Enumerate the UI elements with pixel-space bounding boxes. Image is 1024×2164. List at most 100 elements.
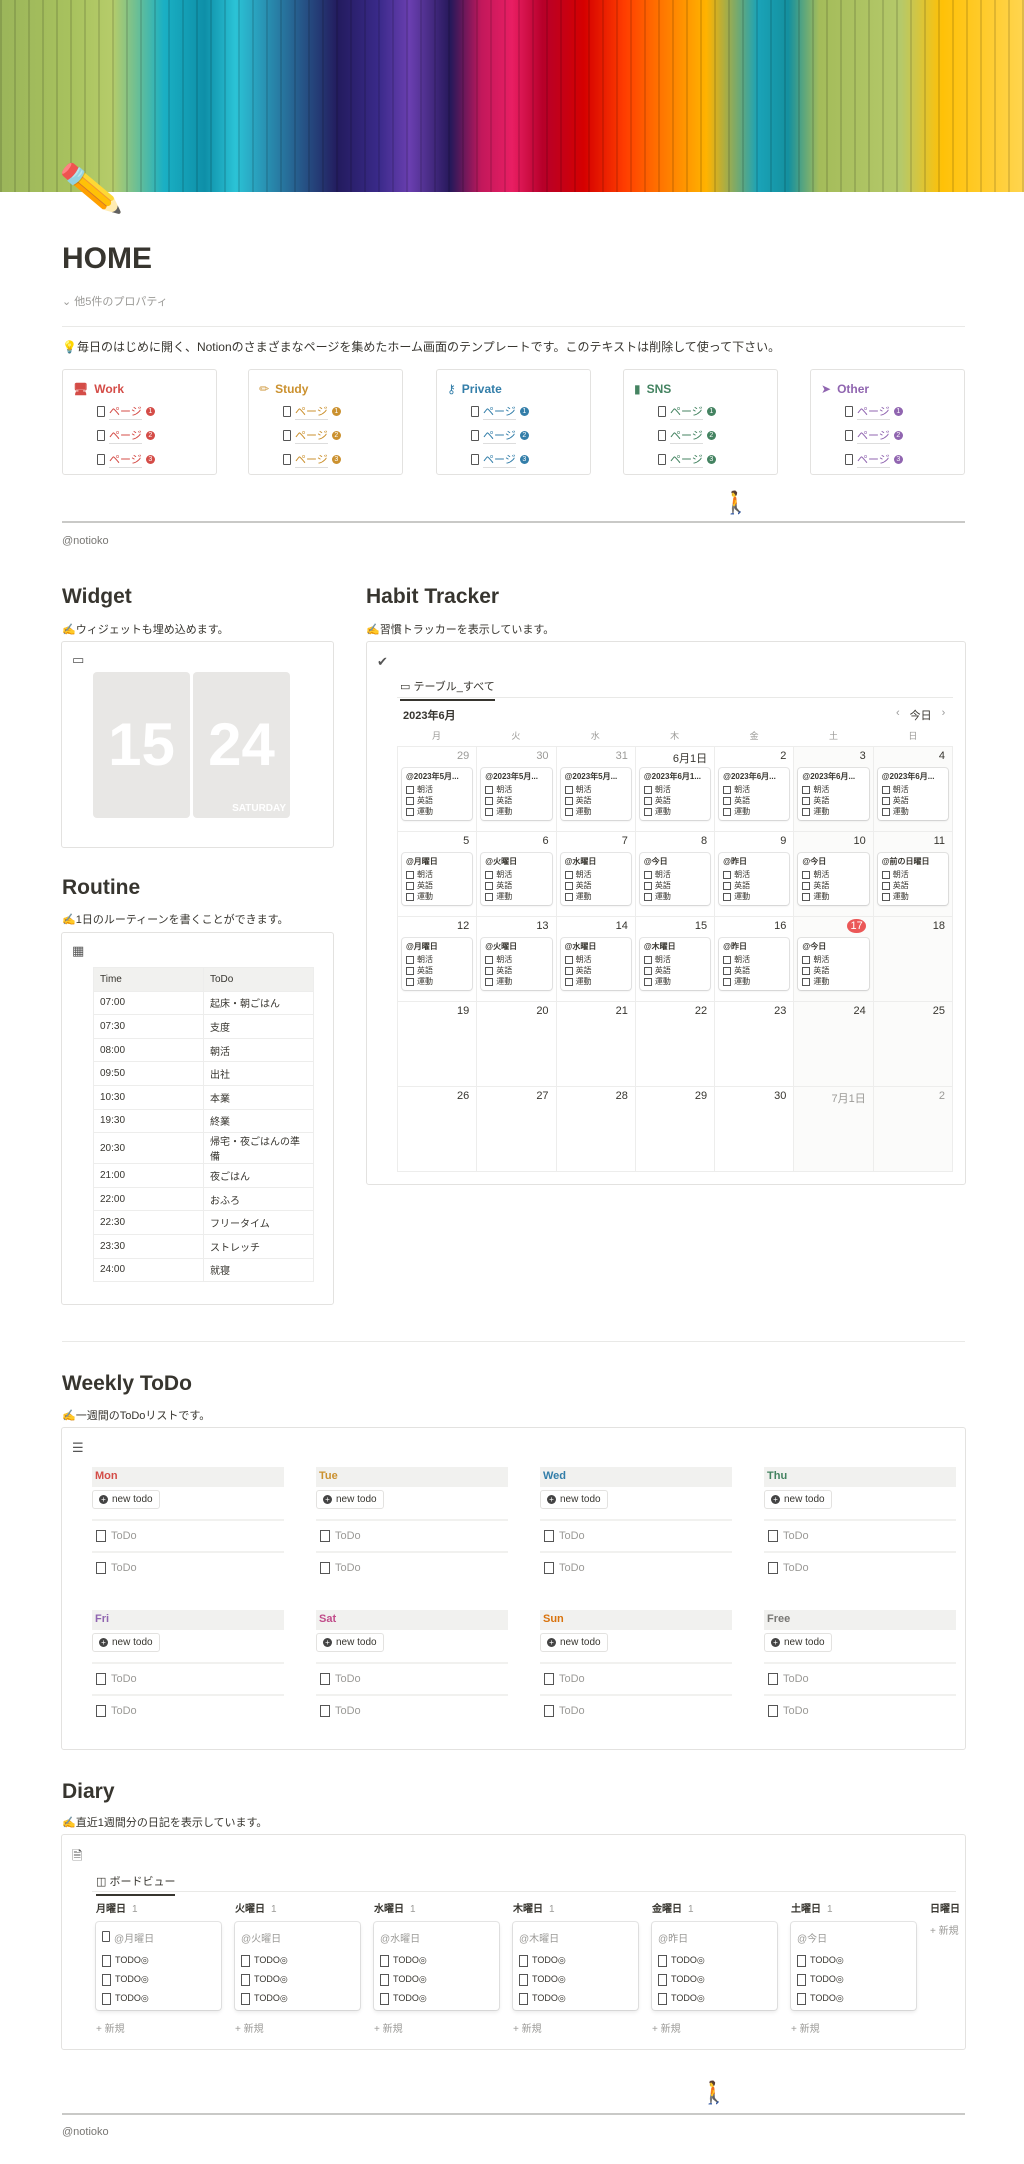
habit-checkbox[interactable] xyxy=(881,881,890,890)
habit-checkbox[interactable] xyxy=(485,796,494,805)
calendar-day[interactable]: 3 @2023年6月... 朝活 英語 運動 xyxy=(794,747,874,832)
habit-checkbox[interactable] xyxy=(723,870,732,879)
diary-card[interactable]: @木曜日 TODO◎ TODO◎ TODO◎ xyxy=(513,1922,638,2010)
calendar-day[interactable]: 28 xyxy=(556,1087,636,1172)
table-cell[interactable]: 21:00 xyxy=(93,1163,204,1188)
habit-checkbox[interactable] xyxy=(406,881,414,890)
calendar-day[interactable]: 19 xyxy=(398,1002,478,1087)
table-cell[interactable]: 22:30 xyxy=(93,1210,204,1235)
todo-checkbox[interactable] xyxy=(380,1973,389,1986)
page-link[interactable]: ページ 1 xyxy=(471,403,580,420)
calendar-day[interactable]: 9 @昨日 朝活 英語 運動 xyxy=(715,832,795,917)
habit-checkbox[interactable] xyxy=(406,870,414,879)
page-link[interactable]: ページ 3 xyxy=(471,451,580,468)
habit-checkbox[interactable] xyxy=(643,796,652,805)
todo-checkbox[interactable] xyxy=(380,1992,389,2005)
todo-item[interactable]: ToDo xyxy=(316,1551,508,1583)
habit-entry-card[interactable]: @今日 朝活 英語 運動 xyxy=(639,853,711,905)
habit-entry-card[interactable]: @木曜日 朝活 英語 運動 xyxy=(639,938,711,990)
calendar-day[interactable]: 31 @2023年5月... 朝活 英語 運動 xyxy=(556,747,636,832)
calendar-day[interactable]: 23 xyxy=(715,1002,795,1087)
add-new-button[interactable]: + 新規 xyxy=(96,2024,125,2035)
habit-checkbox[interactable] xyxy=(564,955,573,964)
habit-checkbox[interactable] xyxy=(643,785,652,794)
todo-checkbox[interactable] xyxy=(320,1705,330,1717)
calendar-day[interactable]: 27 xyxy=(477,1087,557,1172)
calendar-day[interactable]: 29 @2023年5月... 朝活 英語 運動 xyxy=(398,747,478,832)
page-link[interactable]: ページ 3 xyxy=(283,451,392,468)
habit-checkbox[interactable] xyxy=(723,796,732,805)
table-cell[interactable]: 起床・朝ごはん xyxy=(203,990,314,1016)
todo-checkbox[interactable] xyxy=(320,1673,330,1685)
calendar-day[interactable]: 18 xyxy=(873,917,953,1002)
calendar-day[interactable]: 11 @前の日曜日 朝活 英語 運動 xyxy=(873,832,953,917)
todo-checkbox[interactable] xyxy=(768,1673,778,1685)
habit-entry-card[interactable]: @2023年5月... 朝活 英語 運動 xyxy=(481,768,552,820)
habit-checkbox[interactable] xyxy=(802,892,811,901)
habit-checkbox[interactable] xyxy=(881,785,890,794)
todo-checkbox[interactable] xyxy=(797,1954,806,1967)
new-todo-button[interactable]: + new todo xyxy=(764,1633,832,1652)
habit-checkbox[interactable] xyxy=(723,881,732,890)
habit-checkbox[interactable] xyxy=(564,966,573,975)
todo-checkbox[interactable] xyxy=(544,1562,554,1574)
habit-entry-card[interactable]: @昨日 朝活 英語 運動 xyxy=(719,938,790,990)
page-link[interactable]: ページ 3 xyxy=(658,451,767,468)
habit-entry-card[interactable]: @月曜日 朝活 英語 運動 xyxy=(402,853,473,905)
habit-checkbox[interactable] xyxy=(723,892,732,901)
habit-entry-card[interactable]: @水曜日 朝活 英語 運動 xyxy=(560,853,631,905)
habit-entry-card[interactable]: @前の日曜日 朝活 英語 運動 xyxy=(877,853,948,905)
habit-checkbox[interactable] xyxy=(406,785,414,794)
todo-item[interactable]: ToDo xyxy=(92,1694,284,1726)
tab-table-all[interactable]: ▭ テーブル_すべて xyxy=(400,678,495,701)
habit-entry-card[interactable]: @今日 朝活 英語 運動 xyxy=(798,853,869,905)
todo-checkbox[interactable] xyxy=(519,1954,528,1967)
habit-checkbox[interactable] xyxy=(723,966,732,975)
calendar-day[interactable]: 13 @火曜日 朝活 英語 運動 xyxy=(477,917,557,1002)
next-month-button[interactable]: › xyxy=(941,707,946,719)
todo-checkbox[interactable] xyxy=(544,1530,554,1542)
habit-checkbox[interactable] xyxy=(802,785,811,794)
calendar-day[interactable]: 7 @水曜日 朝活 英語 運動 xyxy=(556,832,636,917)
table-cell[interactable]: 24:00 xyxy=(93,1257,204,1283)
page-link[interactable]: ページ 1 xyxy=(658,403,767,420)
todo-checkbox[interactable] xyxy=(96,1530,106,1542)
new-todo-button[interactable]: + new todo xyxy=(540,1490,608,1509)
new-todo-button[interactable]: + new todo xyxy=(316,1633,384,1652)
table-cell[interactable]: 08:00 xyxy=(93,1037,204,1063)
habit-checkbox[interactable] xyxy=(406,977,414,986)
page-link[interactable]: ページ 2 xyxy=(658,427,767,444)
todo-checkbox[interactable] xyxy=(519,1973,528,1986)
page-link[interactable]: ページ 2 xyxy=(283,427,392,444)
page-link[interactable]: ページ 3 xyxy=(97,451,206,468)
habit-checkbox[interactable] xyxy=(723,977,732,986)
habit-checkbox[interactable] xyxy=(643,870,652,879)
calendar-day[interactable]: 22 xyxy=(635,1002,716,1087)
habit-checkbox[interactable] xyxy=(802,796,811,805)
todo-checkbox[interactable] xyxy=(768,1562,778,1574)
habit-checkbox[interactable] xyxy=(564,785,573,794)
calendar-day[interactable]: 20 xyxy=(477,1002,557,1087)
habit-entry-card[interactable]: @火曜日 朝活 英語 運動 xyxy=(481,938,552,990)
habit-entry-card[interactable]: @2023年6月... 朝活 英語 運動 xyxy=(877,768,948,820)
add-new-button[interactable]: + 新規 xyxy=(652,2024,681,2035)
calendar-day[interactable]: 30 @2023年5月... 朝活 英語 運動 xyxy=(477,747,557,832)
calendar-day[interactable]: 5 @月曜日 朝活 英語 運動 xyxy=(398,832,478,917)
table-cell[interactable]: 07:00 xyxy=(93,990,204,1016)
todo-checkbox[interactable] xyxy=(102,1992,111,2005)
table-cell[interactable]: フリータイム xyxy=(203,1210,314,1235)
todo-checkbox[interactable] xyxy=(102,1954,111,1967)
table-cell[interactable]: 夜ごはん xyxy=(203,1163,314,1188)
todo-checkbox[interactable] xyxy=(241,1973,250,1986)
table-cell[interactable]: 就寝 xyxy=(203,1257,314,1283)
todo-item[interactable]: ToDo xyxy=(764,1662,956,1694)
habit-entry-card[interactable]: @月曜日 朝活 英語 運動 xyxy=(402,938,473,990)
table-cell[interactable]: 07:30 xyxy=(93,1014,204,1039)
calendar-day[interactable]: 6月1日 @2023年6月1... 朝活 英語 運動 xyxy=(635,747,716,832)
calendar-day[interactable]: 30 xyxy=(715,1087,795,1172)
habit-checkbox[interactable] xyxy=(406,966,414,975)
todo-checkbox[interactable] xyxy=(380,1954,389,1967)
todo-checkbox[interactable] xyxy=(658,1992,667,2005)
habit-checkbox[interactable] xyxy=(723,785,732,794)
add-new-button[interactable]: + 新規 xyxy=(235,2024,264,2035)
